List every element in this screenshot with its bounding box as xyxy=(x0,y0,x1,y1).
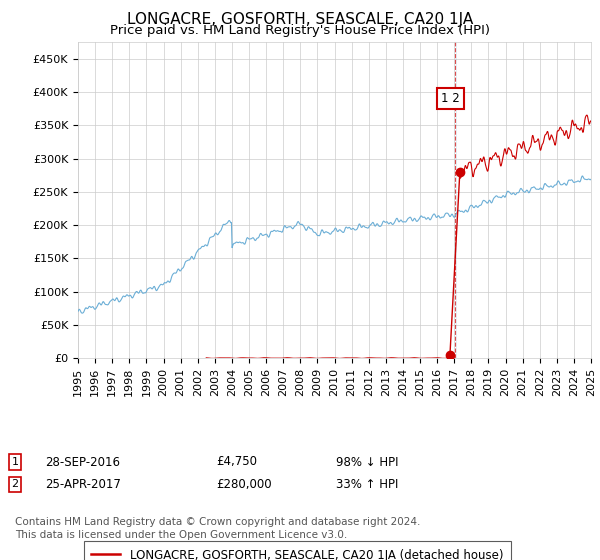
Text: 1: 1 xyxy=(11,457,19,467)
Legend: LONGACRE, GOSFORTH, SEASCALE, CA20 1JA (detached house), HPI: Average price, det: LONGACRE, GOSFORTH, SEASCALE, CA20 1JA (… xyxy=(84,542,511,560)
Text: LONGACRE, GOSFORTH, SEASCALE, CA20 1JA: LONGACRE, GOSFORTH, SEASCALE, CA20 1JA xyxy=(127,12,473,27)
Text: 98% ↓ HPI: 98% ↓ HPI xyxy=(336,455,398,469)
Text: 2: 2 xyxy=(11,479,19,489)
Text: £4,750: £4,750 xyxy=(216,455,257,469)
Text: This data is licensed under the Open Government Licence v3.0.: This data is licensed under the Open Gov… xyxy=(15,530,347,540)
Text: £280,000: £280,000 xyxy=(216,478,272,491)
Text: 25-APR-2017: 25-APR-2017 xyxy=(45,478,121,491)
Text: 1 2: 1 2 xyxy=(441,92,460,105)
Text: 28-SEP-2016: 28-SEP-2016 xyxy=(45,455,120,469)
Text: 33% ↑ HPI: 33% ↑ HPI xyxy=(336,478,398,491)
Text: Price paid vs. HM Land Registry's House Price Index (HPI): Price paid vs. HM Land Registry's House … xyxy=(110,24,490,36)
Text: Contains HM Land Registry data © Crown copyright and database right 2024.: Contains HM Land Registry data © Crown c… xyxy=(15,517,421,527)
